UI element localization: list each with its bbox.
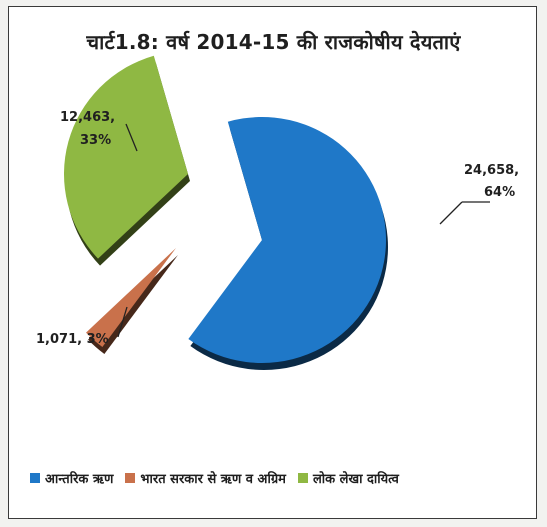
legend: आन्तरिक ऋण भारत सरकार से ऋण व अग्रिम लोक… [30,469,411,487]
data-label-public-account-value: 12,463, [60,110,115,125]
legend-item-internal-debt: आन्तरिक ऋण [30,469,113,487]
leader-line-public-account [125,123,138,152]
data-label-gov-loans: 1,071, 3% [36,332,109,347]
slice-public-account [64,55,188,259]
legend-swatch [125,473,136,483]
legend-label: भारत सरकार से ऋण व अग्रिम [140,472,286,487]
slice-internal-debt [188,116,387,363]
slice-gov-loans [86,248,176,347]
legend-swatch [297,473,308,483]
legend-item-gov-loans: भारत सरकार से ऋण व अग्रिम [125,469,286,487]
data-label-public-account-percent: 33% [80,133,111,148]
legend-label: आन्तरिक ऋण [45,472,114,487]
legend-swatch [30,473,40,483]
chart-title: चार्ट1.8: वर्ष 2014-15 की राजकोषीय देयता… [86,30,461,54]
data-label-internal-debt-value: 24,658, [464,163,519,178]
legend-item-public-account: लोक लेखा दायित्व [297,469,399,487]
legend-label: लोक लेखा दायित्व [312,472,399,487]
leader-line-internal-debt [439,201,490,225]
leader-line-gov-loans [117,306,128,338]
data-label-internal-debt-percent: 64% [484,185,515,200]
